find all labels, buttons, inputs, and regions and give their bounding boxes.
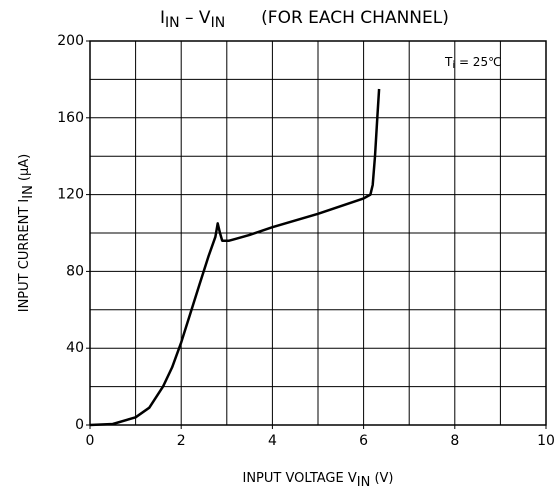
title-sub: IN (165, 15, 180, 31)
y-tick-label: 0 (75, 417, 84, 433)
annotation-part: = 25℃ (455, 55, 501, 69)
x-label-sub: IN (357, 475, 371, 490)
plot-frame (89, 40, 547, 426)
title-part: – V (180, 8, 211, 28)
y-label-sub: IN (21, 185, 36, 199)
curve (89, 88, 381, 427)
x-axis-label: INPUT VOLTAGE VIN (V) (243, 471, 394, 490)
x-tick-label: 10 (537, 433, 555, 449)
annotation: Ti = 25℃ (444, 55, 502, 72)
y-label-part: (μA) (17, 154, 32, 185)
y-tick-label: 160 (57, 110, 84, 126)
y-tick-label: 80 (66, 263, 84, 279)
y-tick-label: 40 (66, 340, 84, 356)
annotation-sub: i (452, 60, 455, 71)
x-tick-label: 2 (177, 433, 186, 449)
x-label-part: (V) (370, 471, 393, 486)
x-tick-label: 4 (268, 433, 277, 449)
title-part: I (160, 8, 165, 28)
title-part: (FOR EACH CHANNEL) (261, 8, 449, 28)
x-tick-label: 8 (450, 433, 459, 449)
y-label-part: INPUT CURRENT I (17, 199, 32, 313)
x-tick-label: 6 (359, 433, 368, 449)
y-tick-label: 120 (57, 187, 84, 203)
annotation-part: T (444, 55, 453, 69)
y-axis-label: INPUT CURRENT IIN (μA) (17, 154, 36, 313)
title-sub: IN (211, 15, 226, 31)
y-tick-label: 200 (57, 33, 84, 49)
x-label-part: INPUT VOLTAGE V (243, 471, 357, 486)
x-tick-label: 0 (86, 433, 95, 449)
chart-title: IIN – VIN (FOR EACH CHANNEL) (160, 8, 449, 31)
